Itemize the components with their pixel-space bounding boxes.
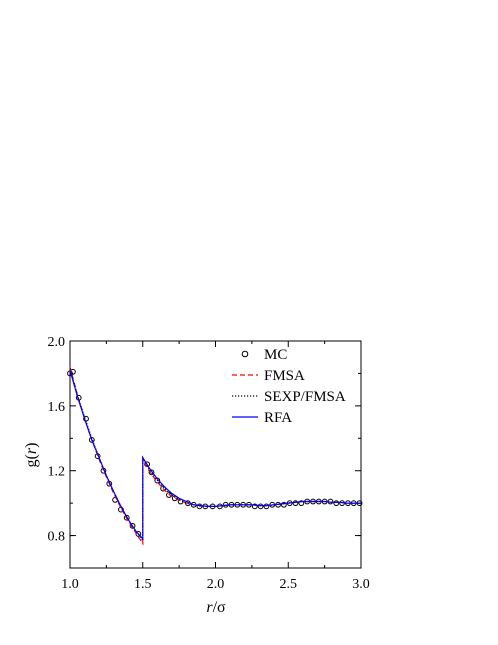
x-axis-label: r/σ <box>206 599 226 616</box>
plot-frame <box>69 340 362 569</box>
legend: MC FMSA SEXP/FMSA RFA <box>232 347 346 426</box>
y-tick-label: 1.6 <box>48 400 66 415</box>
y-axis-label: g(r) <box>23 443 40 468</box>
axis-ticks <box>69 340 362 568</box>
series-layer <box>67 366 363 546</box>
data-point <box>257 503 264 510</box>
data-point <box>196 503 203 510</box>
legend-label: RFA <box>264 410 292 426</box>
data-point <box>166 492 172 498</box>
legend-label: FMSA <box>264 368 305 384</box>
y-tick-label: 1.2 <box>48 465 66 480</box>
axis-tick-labels: 1.0 1.5 2.0 2.5 3.0 0.8 1.2 1.6 2.0 <box>48 335 370 592</box>
data-point <box>263 503 270 510</box>
x-tick-label: 1.5 <box>134 577 152 592</box>
x-tick-label: 2.0 <box>207 577 225 592</box>
data-point <box>129 522 136 529</box>
x-tick-label: 2.5 <box>280 577 298 592</box>
data-point <box>333 500 340 507</box>
data-point <box>280 501 287 508</box>
y-tick-label: 0.8 <box>48 530 66 545</box>
series-line-rfa <box>69 370 361 541</box>
data-point <box>123 514 130 521</box>
legend-label: MC <box>264 347 287 363</box>
data-point <box>292 500 299 507</box>
data-point <box>251 503 258 510</box>
y-tick-label: 2.0 <box>48 335 66 350</box>
legend-marker <box>241 350 249 358</box>
x-tick-label: 3.0 <box>352 577 370 592</box>
data-point <box>148 469 155 476</box>
x-tick-label: 1.0 <box>61 577 79 592</box>
data-point <box>298 500 305 507</box>
legend-label: SEXP/FMSA <box>264 389 346 405</box>
